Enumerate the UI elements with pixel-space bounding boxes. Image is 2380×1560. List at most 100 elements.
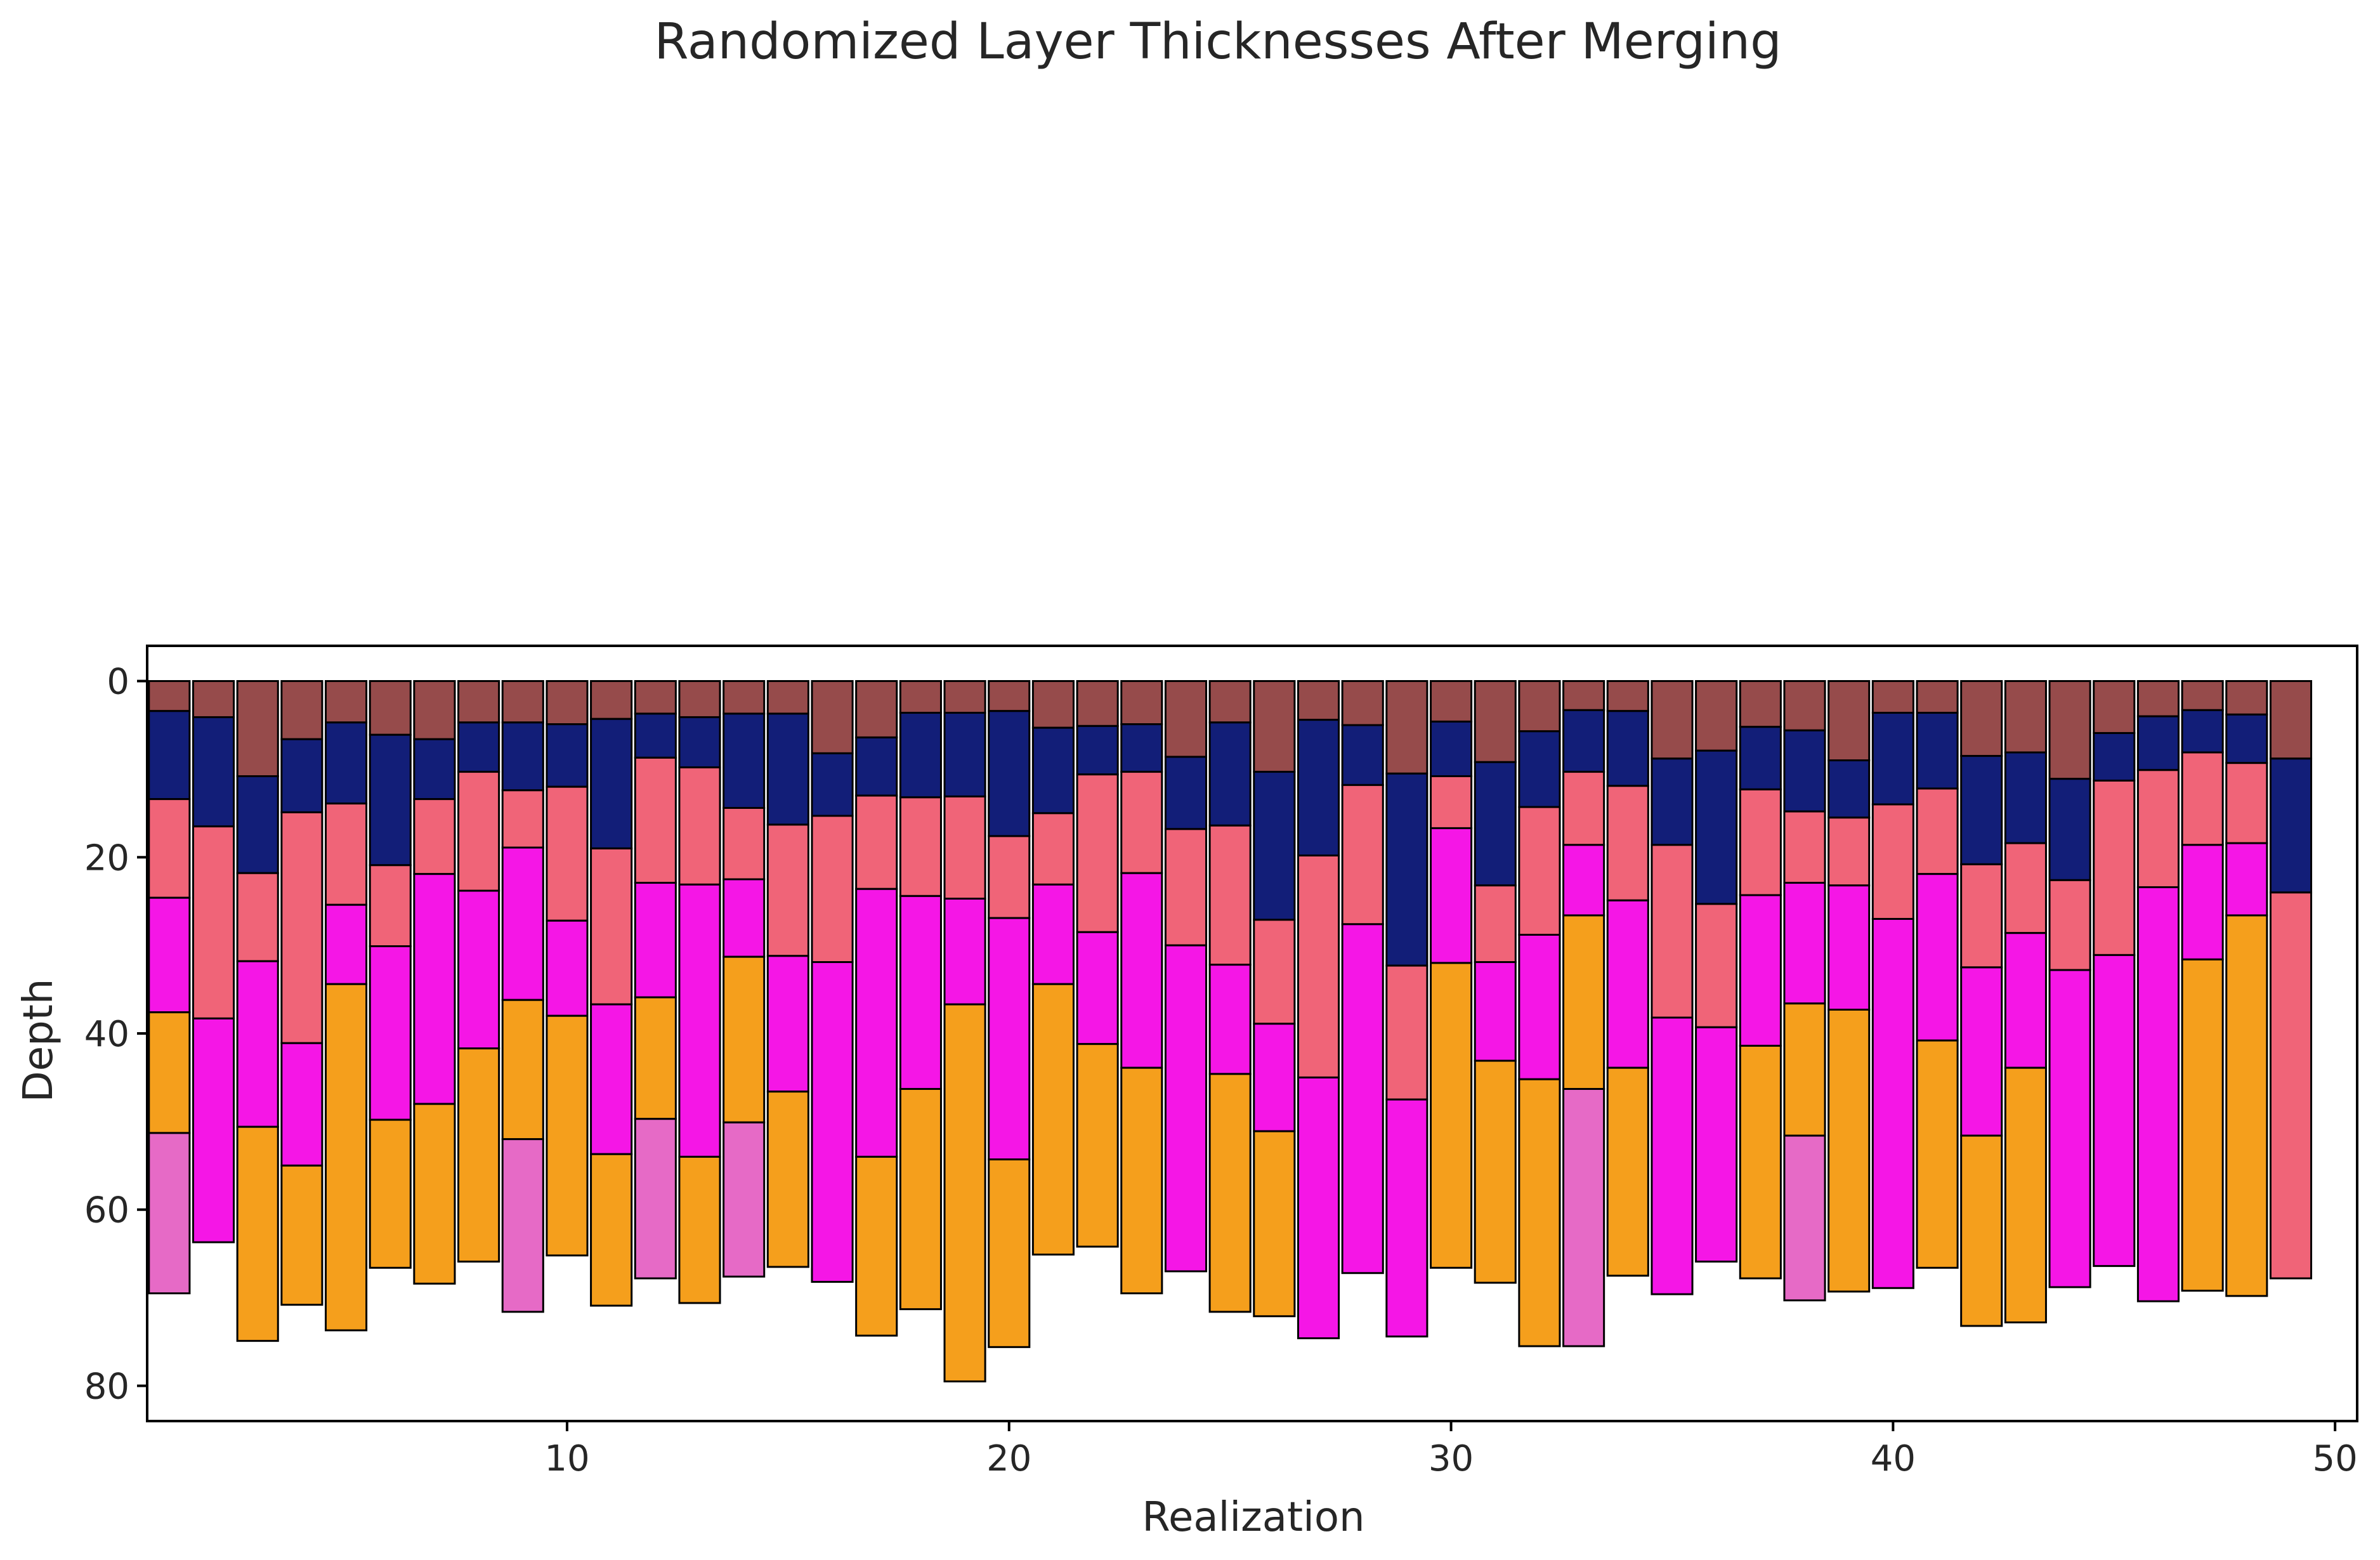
layer-segment-r23-brown (1120, 680, 1163, 726)
layer-segment-r5-salmon (325, 803, 368, 906)
layer-segment-r38-salmon (1783, 810, 1826, 884)
layer-segment-r19-navy (943, 712, 986, 797)
x-tick-label: 40 (1871, 1438, 1916, 1479)
layer-segment-r8-magenta (457, 889, 500, 1050)
layer-segment-r20-navy (988, 710, 1031, 837)
layer-segment-r39-orange (1828, 1009, 1871, 1293)
layer-segment-r41-navy (1916, 712, 1959, 790)
layer-segment-r14-navy (723, 712, 766, 809)
layer-segment-r40-magenta (1871, 917, 1914, 1289)
layer-segment-r14-magenta (723, 878, 766, 958)
y-tick-label: 60 (84, 1190, 129, 1231)
layer-segment-r23-magenta (1120, 872, 1163, 1069)
layer-segment-r11-navy (590, 718, 633, 849)
y-tick-label: 80 (84, 1366, 129, 1407)
layer-segment-r47-navy (2181, 709, 2224, 754)
layer-segment-r37-brown (1739, 680, 1782, 728)
layer-segment-r45-magenta (2093, 954, 2136, 1268)
layer-segment-r22-brown (1076, 680, 1119, 727)
layer-segment-r9-navy (501, 721, 544, 792)
layer-segment-r41-magenta (1916, 873, 1959, 1042)
layer-segment-r3-navy (236, 775, 279, 874)
layer-segment-r14-orange (723, 955, 766, 1124)
layer-segment-r32-brown (1518, 680, 1561, 733)
layer-segment-r7-salmon (413, 798, 456, 875)
layer-segment-r16-magenta (811, 961, 854, 1283)
layer-segment-r12-magenta (634, 882, 677, 999)
layer-segment-r40-navy (1871, 712, 1914, 806)
bars-layer (148, 680, 2313, 1383)
layer-segment-r8-orange (457, 1047, 500, 1263)
layer-segment-r22-salmon (1076, 773, 1119, 933)
layer-segment-r41-brown (1916, 680, 1959, 714)
layer-segment-r30-orange (1430, 962, 1473, 1269)
layer-segment-r37-navy (1739, 726, 1782, 790)
layer-segment-r37-magenta (1739, 894, 1782, 1047)
layer-segment-r38-brown (1783, 680, 1826, 731)
layer-segment-r6-brown (369, 680, 412, 736)
layer-segment-r13-orange (678, 1155, 721, 1304)
layer-segment-r10-brown (546, 680, 589, 726)
layer-segment-r46-brown (2136, 680, 2180, 718)
layer-segment-r46-salmon (2136, 769, 2180, 888)
layer-segment-r13-magenta (678, 883, 721, 1158)
layer-segment-r35-brown (1651, 680, 1694, 760)
layer-segment-r2-magenta (192, 1017, 235, 1243)
layer-segment-r39-magenta (1828, 884, 1871, 1011)
layer-segment-r28-brown (1341, 680, 1384, 726)
layer-segment-r9-orange (501, 999, 544, 1141)
layer-segment-r35-magenta (1651, 1016, 1694, 1295)
x-tick-label: 10 (544, 1438, 589, 1479)
x-axis: 10 20 30 40 50 (544, 1421, 2358, 1479)
layer-segment-r19-salmon (943, 795, 986, 900)
layer-segment-r11-brown (590, 680, 633, 720)
layer-segment-r25-navy (1208, 721, 1252, 827)
layer-segment-r29-magenta (1385, 1098, 1429, 1338)
layer-segment-r33-orange (1562, 914, 1605, 1090)
layer-segment-r44-navy (2048, 778, 2091, 881)
layer-segment-r36-brown (1695, 680, 1738, 752)
layer-segment-r21-brown (1031, 680, 1075, 729)
layer-segment-r26-orange (1253, 1130, 1296, 1318)
layer-segment-r41-salmon (1916, 787, 1959, 875)
layer-segment-r18-navy (899, 712, 942, 799)
layer-segment-r47-brown (2181, 680, 2224, 711)
y-tick-label: 0 (107, 662, 129, 703)
layer-segment-r48-magenta (2225, 842, 2268, 917)
layer-segment-r17-orange (855, 1155, 898, 1337)
layer-segment-r24-salmon (1164, 828, 1208, 947)
layer-segment-r42-brown (1960, 680, 2003, 757)
layer-segment-r33-magenta (1562, 844, 1605, 917)
x-tick-label: 30 (1429, 1438, 1474, 1479)
layer-segment-r40-salmon (1871, 803, 1914, 920)
layer-segment-r26-salmon (1253, 919, 1296, 1025)
layer-segment-r48-orange (2225, 914, 2268, 1297)
layer-segment-r16-navy (811, 752, 854, 817)
layer-segment-r36-magenta (1695, 1026, 1738, 1263)
y-tick-label: 40 (84, 1014, 129, 1055)
layer-segment-r14-brown (723, 680, 766, 715)
layer-segment-r15-brown (766, 680, 809, 715)
layer-segment-r7-magenta (413, 873, 456, 1105)
layer-segment-r25-brown (1208, 680, 1252, 724)
layer-segment-r9-pink (501, 1138, 544, 1313)
layer-segment-r16-brown (811, 680, 854, 754)
layer-segment-r44-magenta (2048, 969, 2091, 1288)
layer-segment-r44-salmon (2048, 879, 2091, 971)
layer-segment-r18-magenta (899, 895, 942, 1090)
layer-segment-r22-navy (1076, 724, 1119, 776)
layer-segment-r38-magenta (1783, 882, 1826, 1005)
layer-segment-r46-magenta (2136, 886, 2180, 1302)
layer-segment-r33-salmon (1562, 771, 1605, 846)
layer-segment-r32-orange (1518, 1078, 1561, 1347)
layer-segment-r12-brown (634, 680, 677, 715)
x-axis-label: Realization (1142, 1494, 1364, 1541)
layer-segment-r34-brown (1606, 680, 1649, 712)
layer-segment-r23-orange (1120, 1066, 1163, 1295)
layer-segment-r27-brown (1297, 680, 1340, 721)
layer-segment-r22-magenta (1076, 931, 1119, 1045)
layer-segment-r2-brown (192, 680, 235, 718)
x-tick-label: 20 (986, 1438, 1031, 1479)
layer-segment-r17-salmon (855, 794, 898, 890)
layer-segment-r3-orange (236, 1125, 279, 1342)
